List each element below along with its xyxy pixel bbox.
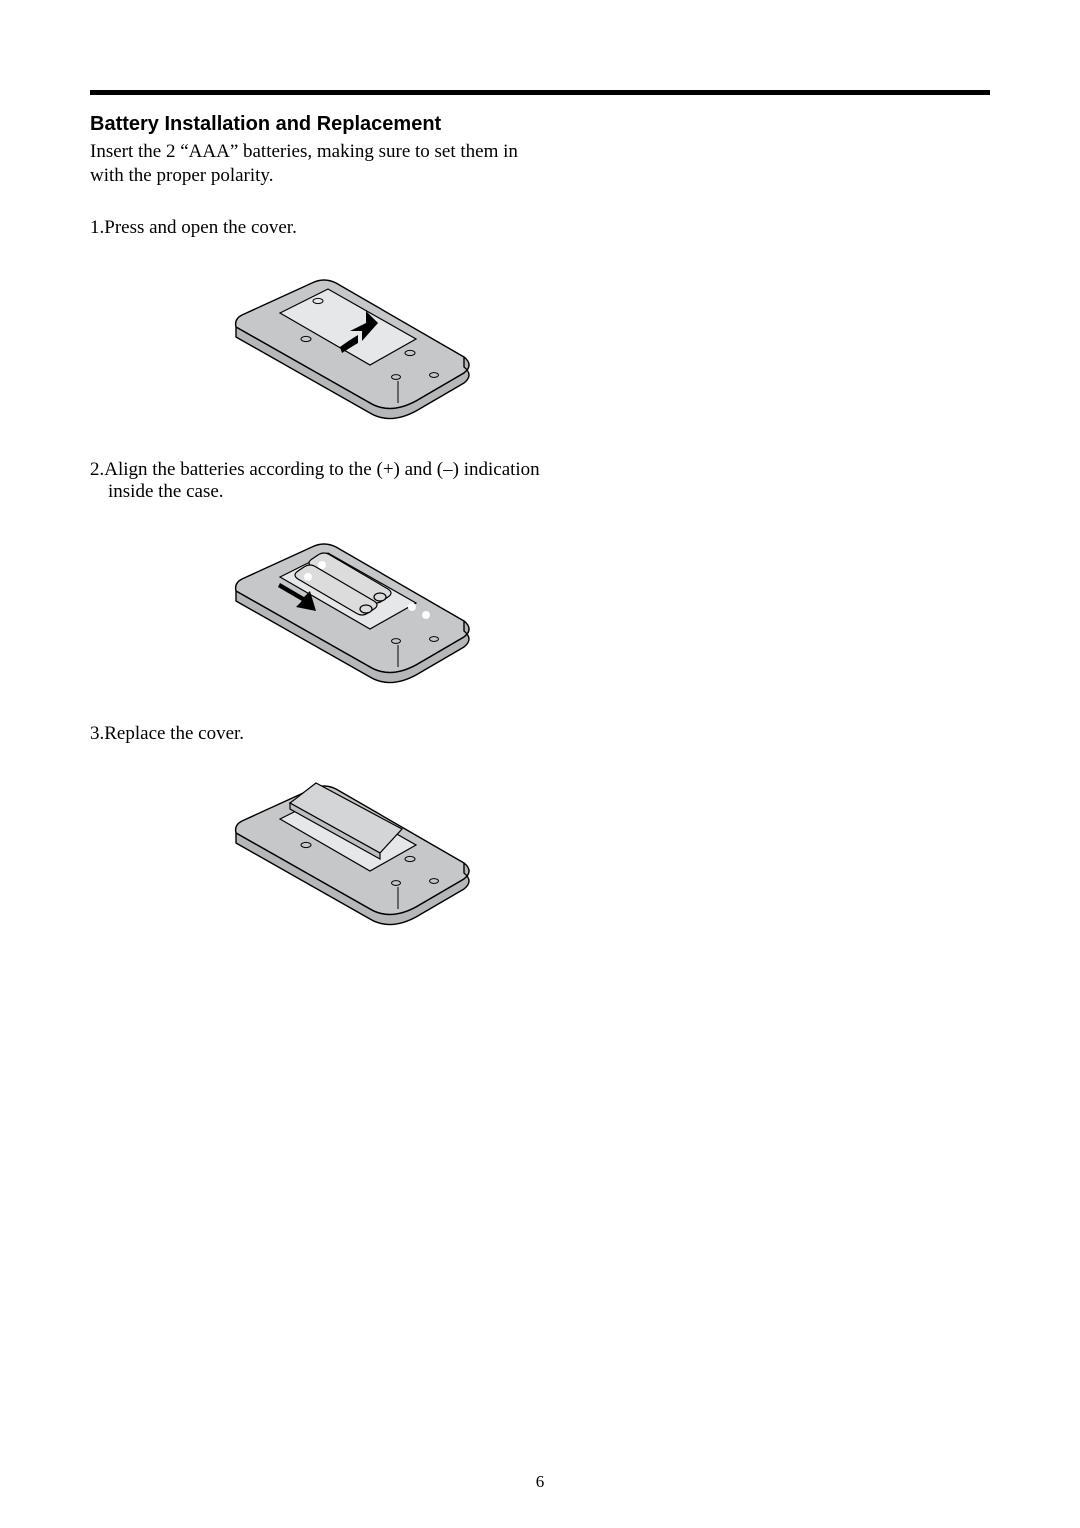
intro-line-1: Insert the 2 “AAA” batteries, making sur… xyxy=(90,141,518,162)
step-3: 3.Replace the cover. xyxy=(90,723,990,745)
figure-1-wrap xyxy=(90,253,610,423)
step-2: 2.Align the batteries according to the (… xyxy=(90,459,990,503)
page-number: 6 xyxy=(0,1472,1080,1492)
intro-line-2: with the proper polarity. xyxy=(90,165,273,186)
figure-1-remote-open-cover xyxy=(220,253,480,423)
step-3-num: 3. xyxy=(90,723,104,744)
figure-3-replace-cover xyxy=(220,759,480,929)
step-1-num: 1. xyxy=(90,217,104,238)
step-2-num: 2. xyxy=(90,459,104,480)
intro-text: Insert the 2 “AAA” batteries, making sur… xyxy=(90,140,610,189)
figure-2-wrap xyxy=(90,517,610,687)
figure-3-wrap xyxy=(90,759,610,929)
top-rule xyxy=(90,90,990,95)
section-heading: Battery Installation and Replacement xyxy=(90,113,990,136)
step-2-text-l2: inside the case. xyxy=(108,481,224,502)
step-1: 1.Press and open the cover. xyxy=(90,217,990,239)
step-3-text: Replace the cover. xyxy=(104,723,244,744)
step-1-text: Press and open the cover. xyxy=(104,217,297,238)
step-2-text-l1: Align the batteries according to the (+)… xyxy=(104,459,539,480)
page: Battery Installation and Replacement Ins… xyxy=(0,0,1080,1528)
figure-2-insert-batteries xyxy=(220,517,480,687)
